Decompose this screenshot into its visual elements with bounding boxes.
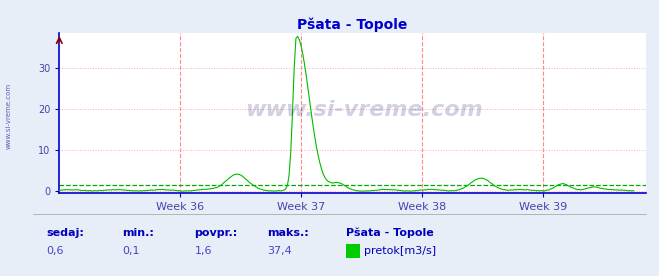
Title: Pšata - Topole: Pšata - Topole	[297, 17, 408, 32]
Text: 0,6: 0,6	[46, 246, 64, 256]
Text: povpr.:: povpr.:	[194, 228, 238, 238]
Text: 37,4: 37,4	[267, 246, 292, 256]
Text: sedaj:: sedaj:	[46, 228, 84, 238]
Text: 1,6: 1,6	[194, 246, 212, 256]
Text: Pšata - Topole: Pšata - Topole	[346, 228, 434, 238]
Text: maks.:: maks.:	[267, 228, 308, 238]
Text: 0,1: 0,1	[122, 246, 140, 256]
Text: www.si-vreme.com: www.si-vreme.com	[245, 100, 483, 120]
Text: pretok[m3/s]: pretok[m3/s]	[364, 246, 436, 256]
Text: min.:: min.:	[122, 228, 154, 238]
Text: www.si-vreme.com: www.si-vreme.com	[5, 83, 12, 149]
